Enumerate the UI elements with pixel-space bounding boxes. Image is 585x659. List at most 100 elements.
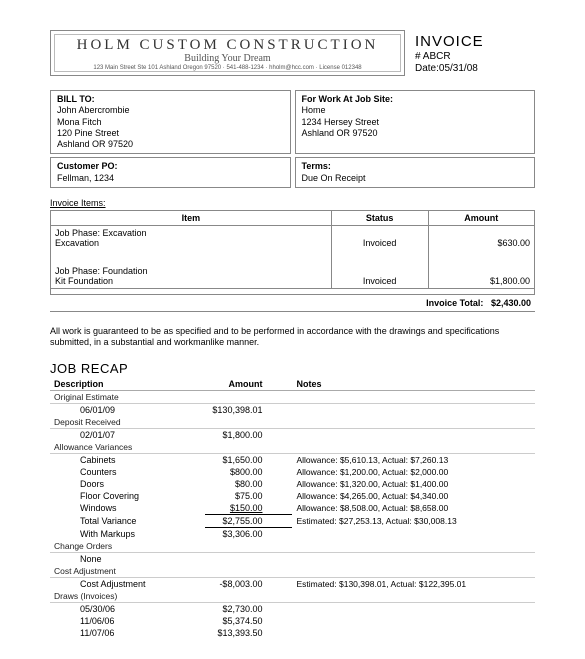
recap-notes: Allowance: $1,200.00, Actual: $2,000.00 [292, 466, 535, 478]
recap-row: Windows $150.00 Allowance: $8,508.00, Ac… [50, 502, 535, 515]
recap-row: 11/06/06 $5,374.50 [50, 615, 535, 627]
bill-to-name2: Mona Fitch [57, 117, 284, 128]
item-status: Invoiced [331, 225, 428, 250]
invoice-title: INVOICE [415, 33, 535, 50]
recap-desc: 11/06/06 [50, 615, 205, 627]
header: HOLM CUSTOM CONSTRUCTION Building Your D… [50, 30, 535, 76]
company-name: HOLM CUSTOM CONSTRUCTION [61, 37, 394, 54]
recap-row: Floor Covering $75.00 Allowance: $4,265.… [50, 490, 535, 502]
customer-po-value: Fellman, 1234 [57, 173, 284, 184]
recap-amount: $75.00 [205, 490, 292, 502]
recap-row: Deposit Received [50, 416, 535, 429]
bill-to-label: BILL TO: [57, 94, 284, 105]
recap-amount: $13,393.50 [205, 627, 292, 639]
recap-desc: None [50, 553, 205, 566]
recap-amount: $80.00 [205, 478, 292, 490]
company-logo-box: HOLM CUSTOM CONSTRUCTION Building Your D… [50, 30, 405, 76]
recap-row: Draws (Invoices) [50, 590, 535, 603]
recap-cat: Cost Adjustment [50, 565, 535, 578]
terms-label: Terms: [302, 161, 529, 172]
customer-po-box: Customer PO: Fellman, 1234 [50, 157, 291, 188]
job-site-name: Home [302, 105, 529, 116]
recap-amount: -$8,003.00 [205, 578, 292, 591]
recap-row: None [50, 553, 535, 566]
recap-row: Original Estimate [50, 391, 535, 404]
recap-row: 05/30/06 $2,730.00 [50, 603, 535, 616]
item-desc: Kit Foundation [55, 276, 327, 286]
recap-desc: Windows [50, 502, 205, 515]
recap-header-desc: Description [50, 378, 205, 391]
table-row: Job Phase: Foundation Kit Foundation Inv… [51, 264, 535, 289]
recap-cat: Original Estimate [50, 391, 535, 404]
company-address: 123 Main Street Ste 101 Ashland Oregon 9… [61, 65, 394, 71]
recap-desc: With Markups [50, 528, 205, 541]
guarantee-text: All work is guaranteed to be as specifie… [50, 326, 535, 349]
recap-row: 11/07/06 $13,393.50 [50, 627, 535, 639]
invoice-number: # ABCR [415, 51, 535, 62]
recap-desc: 02/01/07 [50, 429, 205, 442]
job-site-addr1: 1234 Hersey Street [302, 117, 529, 128]
items-header-item: Item [51, 210, 332, 225]
item-amount: $630.00 [428, 225, 534, 250]
recap-header-amount: Amount [205, 378, 292, 391]
recap-amount: $1,800.00 [205, 429, 292, 442]
recap-desc: Total Variance [50, 515, 205, 528]
recap-desc: 11/07/06 [50, 627, 205, 639]
terms-value: Due On Receipt [302, 173, 529, 184]
recap-cat: Draws (Invoices) [50, 590, 535, 603]
invoice-total-value: $2,430.00 [491, 298, 531, 308]
bill-to-addr1: 120 Pine Street [57, 128, 284, 139]
recap-row: 02/01/07 $1,800.00 [50, 429, 535, 442]
billto-jobsite-row: BILL TO: John Abercrombie Mona Fitch 120… [50, 90, 535, 154]
customer-po-label: Customer PO: [57, 161, 284, 172]
recap-amount: $3,306.00 [205, 528, 292, 541]
table-row [51, 250, 535, 264]
recap-desc: Cost Adjustment [50, 578, 205, 591]
recap-notes: Allowance: $8,508.00, Actual: $8,658.00 [292, 502, 535, 515]
recap-amount: $800.00 [205, 466, 292, 478]
recap-row: With Markups $3,306.00 [50, 528, 535, 541]
item-phase: Job Phase: Excavation [55, 228, 327, 238]
recap-desc: 05/30/06 [50, 603, 205, 616]
item-desc: Excavation [55, 238, 327, 248]
table-row: Job Phase: Excavation Excavation Invoice… [51, 225, 535, 250]
recap-row: Cabinets $1,650.00 Allowance: $5,610.13,… [50, 454, 535, 467]
recap-amount: $2,730.00 [205, 603, 292, 616]
recap-desc: Floor Covering [50, 490, 205, 502]
recap-row: 06/01/09 $130,398.01 [50, 404, 535, 417]
job-site-addr2: Ashland OR 97520 [302, 128, 529, 139]
recap-table: Description Amount Notes Original Estima… [50, 378, 535, 639]
recap-amount: $2,755.00 [205, 515, 292, 528]
job-site-label: For Work At Job Site: [302, 94, 529, 105]
company-tagline: Building Your Dream [61, 53, 394, 64]
recap-desc: 06/01/09 [50, 404, 205, 417]
recap-amount: $130,398.01 [205, 404, 292, 417]
recap-cat: Allowance Variances [50, 441, 535, 454]
recap-header-notes: Notes [292, 378, 535, 391]
recap-amount: $1,650.00 [205, 454, 292, 467]
invoice-meta: INVOICE # ABCR Date:05/31/08 [415, 30, 535, 76]
recap-title: JOB RECAP [50, 361, 535, 376]
recap-notes: Allowance: $1,320.00, Actual: $1,400.00 [292, 478, 535, 490]
items-table: Item Status Amount Job Phase: Excavation… [50, 210, 535, 289]
items-section-label: Invoice Items: [50, 198, 535, 208]
recap-notes: Estimated: $130,398.01, Actual: $122,395… [292, 578, 535, 591]
recap-row: Cost Adjustment -$8,003.00 Estimated: $1… [50, 578, 535, 591]
recap-cat: Deposit Received [50, 416, 535, 429]
recap-row: Allowance Variances [50, 441, 535, 454]
po-terms-row: Customer PO: Fellman, 1234 Terms: Due On… [50, 157, 535, 188]
bill-to-box: BILL TO: John Abercrombie Mona Fitch 120… [50, 90, 291, 154]
recap-row: Total Variance $2,755.00 Estimated: $27,… [50, 515, 535, 528]
recap-desc: Doors [50, 478, 205, 490]
items-header-amount: Amount [428, 210, 534, 225]
recap-amount: $150.00 [205, 502, 292, 515]
recap-amount: $5,374.50 [205, 615, 292, 627]
invoice-total-row: Invoice Total: $2,430.00 [50, 294, 535, 312]
recap-notes: Allowance: $5,610.13, Actual: $7,260.13 [292, 454, 535, 467]
recap-row: Change Orders [50, 540, 535, 553]
item-phase: Job Phase: Foundation [55, 266, 327, 276]
invoice-date: Date:05/31/08 [415, 63, 535, 74]
recap-row: Doors $80.00 Allowance: $1,320.00, Actua… [50, 478, 535, 490]
terms-box: Terms: Due On Receipt [295, 157, 536, 188]
item-amount: $1,800.00 [428, 264, 534, 289]
